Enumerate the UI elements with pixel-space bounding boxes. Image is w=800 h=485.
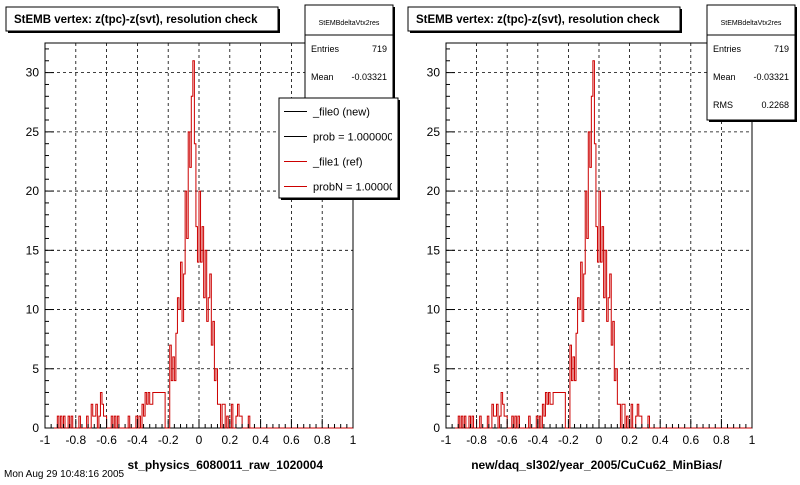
- legend: _file0 (new) prob = 1.000000 _file1 (ref) p…: [278, 97, 401, 200]
- chart-title: StEMB vertex: z(tpc)-z(svt), resolution …: [416, 14, 660, 26]
- legend-entry-label: probN = 1.000000: [313, 182, 401, 194]
- legend-entry-label: _file0 (new): [312, 107, 370, 119]
- x-tick-label: -0.4: [127, 433, 148, 447]
- legend-box: [278, 97, 399, 199]
- y-tick-label: 5: [32, 362, 39, 376]
- x-tick-label: 1: [350, 433, 357, 447]
- y-tick-label: 15: [26, 243, 40, 257]
- x-tick-label: -0.4: [527, 433, 548, 447]
- chart-title: StEMB vertex: z(tpc)-z(svt), resolution …: [14, 14, 258, 26]
- stats-row-label: RMS: [713, 100, 733, 110]
- x-tick-label: -0.8: [466, 433, 487, 447]
- x-tick-label: 0.6: [682, 433, 699, 447]
- x-tick-label: 0.4: [652, 433, 669, 447]
- x-tick-label: 1: [749, 433, 756, 447]
- stats-row-value: -0.03321: [753, 72, 789, 82]
- y-tick-label: 0: [433, 421, 440, 435]
- x-tick-label: -0.6: [497, 433, 518, 447]
- title-box: [407, 6, 681, 32]
- stats-name: StEMBdeltaVtx2res: [319, 20, 380, 27]
- x-tick-label: 0.8: [314, 433, 331, 447]
- x-tick-label: 0: [196, 433, 203, 447]
- x-tick-label: -0.8: [65, 433, 86, 447]
- y-tick-label: 25: [26, 125, 40, 139]
- x-axis-label: st_physics_6080011_raw_1020004: [127, 458, 323, 472]
- histogram-panel-2: -1 -0.8 -0.6 -0.4 -0.2 0 0.2 0.4 0.6 0.8 105101520…: [407, 4, 797, 472]
- stats-row-value: 719: [774, 44, 789, 54]
- y-tick-label: 30: [427, 66, 441, 80]
- x-tick-label: 0.2: [621, 433, 638, 447]
- stats-box: [706, 4, 796, 121]
- stats-row-label: Mean: [713, 72, 736, 82]
- y-tick-label: 25: [427, 125, 441, 139]
- stats-row-label: Entries: [713, 44, 742, 54]
- x-tick-label: 0.2: [221, 433, 238, 447]
- stats-row-value: 719: [372, 44, 387, 54]
- x-axis-label: new/daq_sl302/year_2005/CuCu62_MinBias/: [471, 458, 722, 472]
- y-tick-label: 30: [26, 66, 40, 80]
- timestamp-label: Mon Aug 29 10:48:16 2005: [4, 469, 125, 480]
- title-box: [5, 6, 279, 32]
- stats-row-label: Entries: [311, 44, 340, 54]
- y-tick-label: 20: [26, 184, 40, 198]
- y-tick-label: 20: [427, 184, 441, 198]
- y-tick-label: 0: [32, 421, 39, 435]
- timestamp-clip: Mon Aug 29 10:48:16 2005: [0, 466, 140, 480]
- stats-row-label: Mean: [311, 72, 334, 82]
- stats-row-value: -0.03321: [351, 72, 387, 82]
- x-tick-label: 0.6: [283, 433, 300, 447]
- x-tick-label: 0.8: [713, 433, 730, 447]
- y-tick-label: 5: [433, 362, 440, 376]
- y-tick-label: 10: [26, 303, 40, 317]
- x-tick-label: -1: [40, 433, 51, 447]
- legend-entry-label: _file1 (ref): [312, 157, 363, 169]
- x-tick-label: 0.4: [252, 433, 269, 447]
- y-tick-label: 10: [427, 303, 441, 317]
- y-tick-label: 15: [427, 243, 441, 257]
- stats-row-value: 0.2268: [761, 100, 789, 110]
- x-tick-label: -0.6: [96, 433, 117, 447]
- x-tick-label: -1: [441, 433, 452, 447]
- legend-entry-label: prob = 1.000000: [313, 132, 393, 144]
- x-tick-label: -0.2: [558, 433, 579, 447]
- histogram-panel-1: -1 -0.8 -0.6 -0.4 -0.2 0 0.2 0.4 0.6 0.8 105101520…: [5, 4, 401, 472]
- stats-name: StEMBdeltaVtx2res: [721, 20, 782, 27]
- x-tick-label: -0.2: [158, 433, 179, 447]
- x-tick-label: 0: [596, 433, 603, 447]
